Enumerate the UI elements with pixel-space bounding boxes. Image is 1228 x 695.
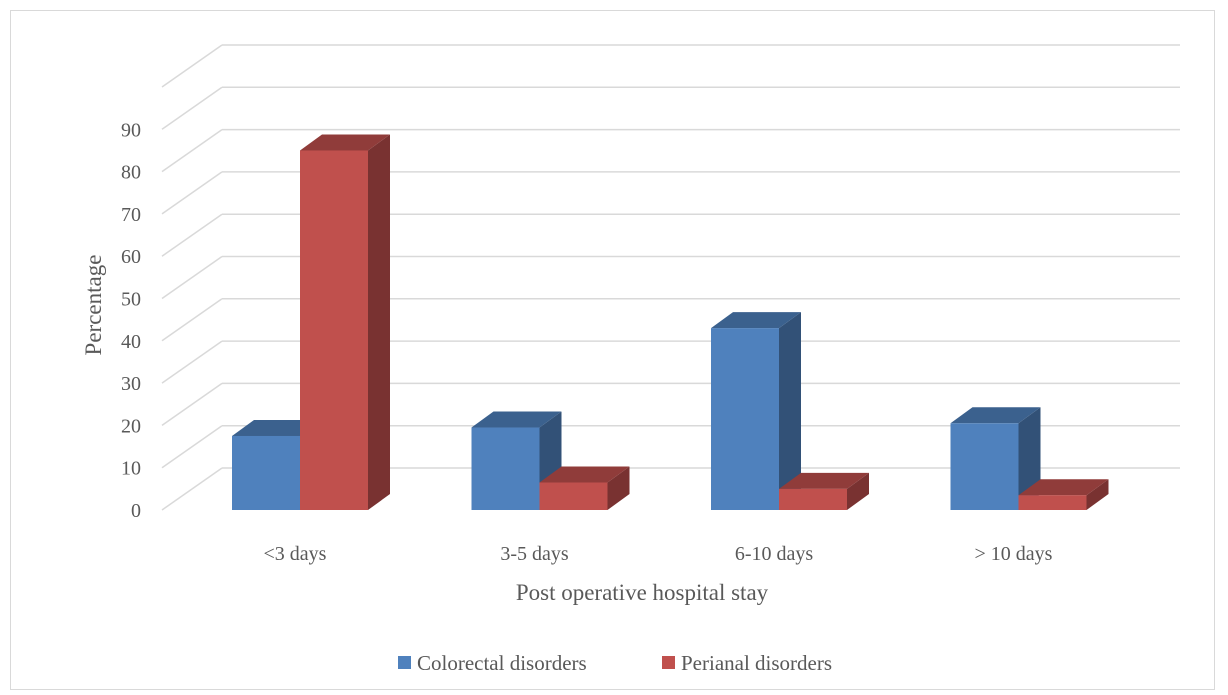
- bar-front: [300, 150, 368, 510]
- y-tick-label: 60: [121, 246, 141, 268]
- x-tick-label: 3-5 days: [500, 543, 569, 565]
- x-tick-label: <3 days: [264, 543, 327, 565]
- bar-top: [300, 134, 390, 151]
- bar: [950, 407, 1041, 510]
- x-axis-ticks: <3 days 3-5 days 6-10 days > 10 days: [264, 543, 1053, 565]
- bar-top: [950, 407, 1041, 424]
- gridline-side: [161, 467, 223, 511]
- bar: [1018, 479, 1109, 510]
- bar-front: [779, 488, 847, 510]
- legend-label: Colorectal disorders: [417, 651, 587, 675]
- bar-side: [368, 134, 390, 510]
- chart-frame: [10, 10, 1215, 690]
- bar-top: [1018, 479, 1109, 496]
- bars: [232, 134, 1109, 510]
- gridline-side: [161, 255, 223, 300]
- bar-front: [539, 482, 608, 510]
- bar-side: [1086, 479, 1109, 510]
- legend-item: Perianal disorders: [662, 651, 832, 675]
- y-tick-label: 90: [121, 119, 141, 141]
- y-tick-label: 70: [121, 204, 141, 226]
- gridline-side: [161, 44, 223, 88]
- gridline-side: [161, 382, 223, 427]
- legend-swatch: [662, 656, 675, 669]
- y-axis-title: Percentage: [81, 255, 106, 356]
- y-tick-label: 0: [131, 500, 141, 522]
- bar: [711, 312, 801, 510]
- y-tick-label: 20: [121, 415, 141, 437]
- gridline-side: [161, 298, 223, 342]
- bar-front: [711, 328, 779, 510]
- x-axis-title: Post operative hospital stay: [516, 580, 769, 605]
- gridline-side: [161, 425, 223, 469]
- bar: [300, 134, 390, 510]
- y-tick-label: 80: [121, 162, 141, 184]
- legend-label: Perianal disorders: [681, 651, 832, 675]
- bar: [779, 472, 869, 510]
- gridline-side: [161, 128, 223, 173]
- bar-front: [1018, 495, 1087, 510]
- y-axis-ticks: 0 10 20 30 40 50 60 70 80 90: [121, 119, 141, 522]
- bar-side: [779, 312, 801, 510]
- bar-top: [711, 312, 801, 329]
- bar-front: [232, 435, 300, 510]
- bar-front: [950, 423, 1019, 510]
- x-tick-label: 6-10 days: [735, 543, 814, 565]
- bar-top: [779, 472, 869, 489]
- gridline-side: [161, 213, 223, 257]
- bar-top: [539, 466, 630, 483]
- legend-swatch: [398, 656, 411, 669]
- bar-front: [471, 427, 540, 510]
- y-tick-label: 50: [121, 289, 141, 311]
- x-tick-label: > 10 days: [975, 543, 1053, 565]
- bar-side: [847, 472, 869, 510]
- bar: [471, 411, 562, 510]
- gridline-side: [161, 86, 223, 130]
- bar-top: [471, 411, 562, 428]
- bar-side: [607, 466, 630, 510]
- bar: [539, 466, 630, 510]
- legend: Colorectal disorders Perianal disorders: [398, 651, 832, 675]
- gridline-side: [161, 340, 223, 384]
- bar-top: [232, 419, 322, 436]
- y-tick-label: 10: [121, 458, 141, 480]
- legend-item: Colorectal disorders: [398, 651, 587, 675]
- y-tick-label: 30: [121, 373, 141, 395]
- y-tick-label: 40: [121, 331, 141, 353]
- gridline-side: [161, 171, 223, 215]
